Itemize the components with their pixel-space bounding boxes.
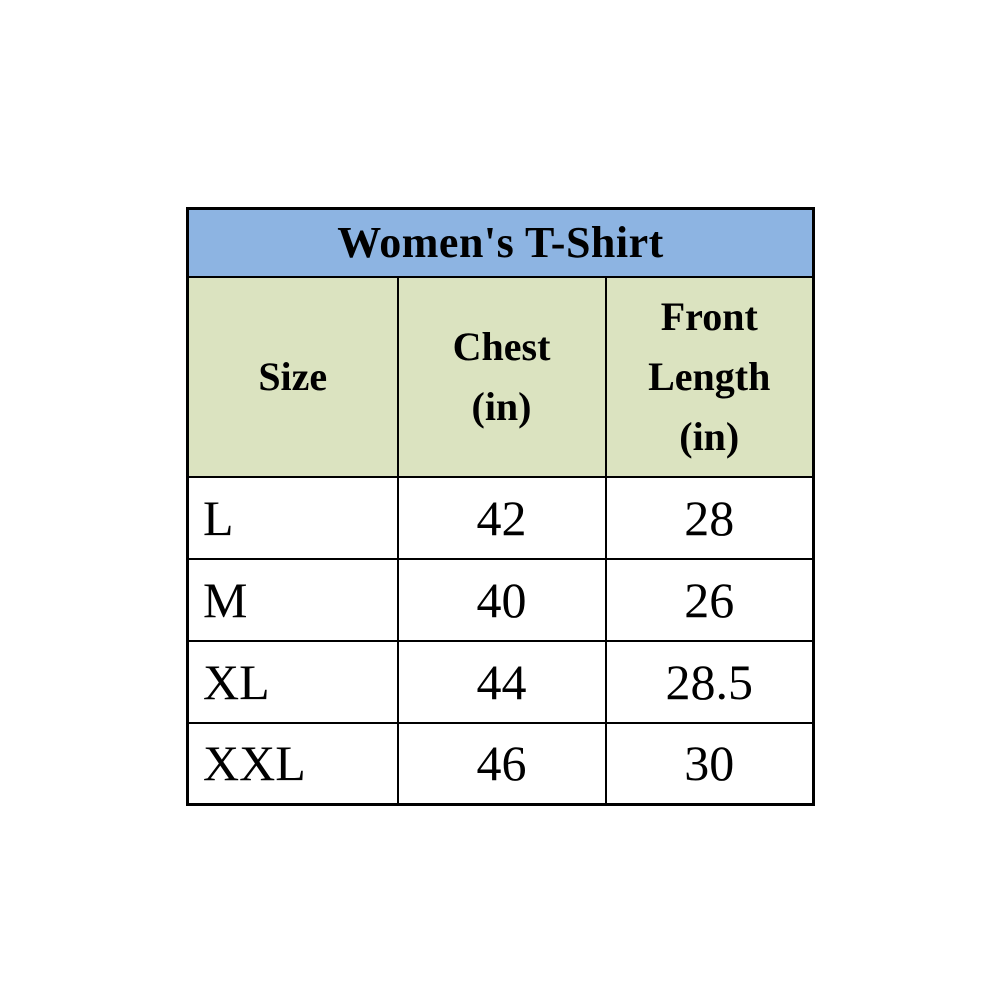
table-row: XXL 46 30 bbox=[186, 721, 815, 806]
size-cell: XXL bbox=[186, 721, 399, 806]
chest-cell: 42 bbox=[396, 475, 607, 560]
title-row: Women's T-Shirt bbox=[186, 207, 815, 278]
size-cell: M bbox=[186, 557, 399, 642]
size-cell: L bbox=[186, 475, 399, 560]
front-length-cell: 28 bbox=[604, 475, 815, 560]
chest-cell: 46 bbox=[396, 721, 607, 806]
table-row: XL 44 28.5 bbox=[186, 639, 815, 724]
table-row: L 42 28 bbox=[186, 475, 815, 560]
front-length-cell: 28.5 bbox=[604, 639, 815, 724]
column-header-chest: Chest (in) bbox=[396, 275, 607, 478]
size-chart-table: Women's T-Shirt Size Chest (in) Front Le… bbox=[186, 207, 816, 806]
table-row: M 40 26 bbox=[186, 557, 815, 642]
column-header-row: Size Chest (in) Front Length (in) bbox=[186, 275, 815, 478]
table-title: Women's T-Shirt bbox=[186, 207, 815, 278]
chest-cell: 44 bbox=[396, 639, 607, 724]
size-cell: XL bbox=[186, 639, 399, 724]
chest-cell: 40 bbox=[396, 557, 607, 642]
column-header-front-length: Front Length (in) bbox=[604, 275, 815, 478]
front-length-cell: 26 bbox=[604, 557, 815, 642]
front-length-cell: 30 bbox=[604, 721, 815, 806]
column-header-size: Size bbox=[186, 275, 399, 478]
